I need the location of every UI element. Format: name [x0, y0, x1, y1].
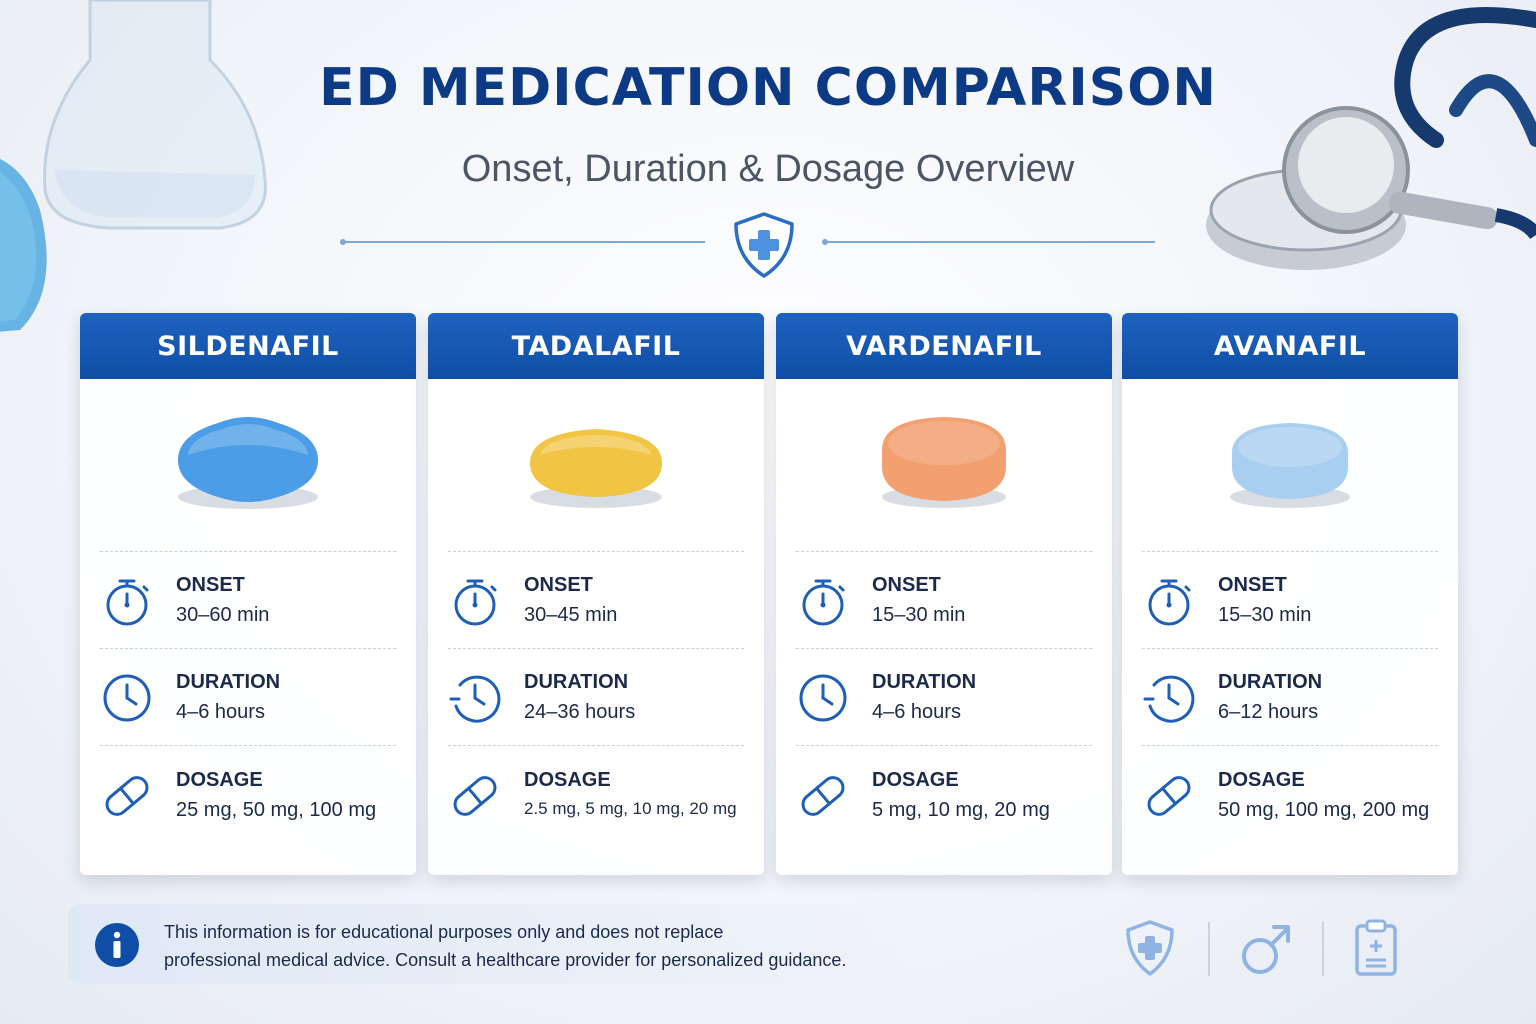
card-header: AVANAFIL: [1122, 313, 1458, 379]
capsule-icon: [105, 776, 149, 816]
disclaimer-line-1: This information is for educational purp…: [164, 922, 724, 942]
onset-value: 15–30 min: [1218, 604, 1312, 626]
onset-label: ONSET: [872, 574, 941, 596]
card-header: VARDENAFIL: [776, 313, 1112, 379]
blue-flask-decoration: [0, 158, 47, 332]
medication-card-sildenafil: SILDENAFIL ONSET 30–60 min DURATION 4–6 …: [80, 313, 416, 875]
card-header: SILDENAFIL: [80, 313, 416, 379]
clock-icon: [103, 674, 151, 722]
dosage-row: DOSAGE 25 mg, 50 mg, 100 mg: [94, 761, 406, 831]
onset-value: 30–60 min: [176, 604, 270, 626]
title-divider: [340, 212, 1155, 278]
dosage-row: DOSAGE 2.5 mg, 5 mg, 10 mg, 20 mg: [442, 761, 754, 831]
duration-label: DURATION: [176, 671, 281, 693]
page-title: ED MEDICATION COMPARISON: [319, 58, 1217, 118]
dosage-value: 5 mg, 10 mg, 20 mg: [872, 799, 1050, 821]
info-icon: [95, 923, 139, 967]
onset-row: ONSET 15–30 min: [1136, 566, 1448, 636]
dosage-label: DOSAGE: [176, 769, 263, 791]
stethoscope-decoration: [1206, 7, 1536, 270]
medication-card-avanafil: AVANAFIL ONSET 15–30 min DURATION 6–12 h…: [1122, 313, 1458, 875]
card-header: TADALAFIL: [428, 313, 764, 379]
medication-card-tadalafil: TADALAFIL ONSET 30–45 min DURATION 24–36…: [428, 313, 764, 875]
pill-image: [530, 429, 662, 508]
duration-label: DURATION: [872, 671, 977, 693]
duration-value: 4–6 hours: [872, 701, 961, 723]
dosage-label: DOSAGE: [524, 769, 611, 791]
onset-value: 30–45 min: [524, 604, 618, 626]
onset-label: ONSET: [524, 574, 593, 596]
stopwatch-icon: [1148, 579, 1191, 626]
pill-image: [1230, 423, 1350, 508]
disclaimer-text: This information is for educational purp…: [164, 918, 846, 974]
disclaimer-notice: This information is for educational purp…: [68, 904, 928, 984]
duration-row: DURATION 6–12 hours: [1136, 663, 1448, 733]
dosage-row: DOSAGE 5 mg, 10 mg, 20 mg: [790, 761, 1102, 831]
clipboard-icon: [1355, 919, 1397, 976]
glass-beaker-decoration: [43, 0, 267, 230]
capsule-icon: [1147, 776, 1191, 816]
clock-icon: [449, 675, 501, 723]
dosage-row: DOSAGE 50 mg, 100 mg, 200 mg: [1136, 761, 1448, 831]
onset-label: ONSET: [1218, 574, 1287, 596]
stopwatch-icon: [454, 579, 497, 626]
pill-image: [178, 417, 318, 509]
onset-row: ONSET 30–45 min: [442, 566, 754, 636]
disclaimer-line-2: professional medical advice. Consult a h…: [164, 950, 847, 970]
duration-value: 6–12 hours: [1218, 701, 1319, 723]
onset-row: ONSET 15–30 min: [790, 566, 1102, 636]
dosage-value: 2.5 mg, 5 mg, 10 mg, 20 mg: [524, 799, 737, 818]
onset-label: ONSET: [176, 574, 245, 596]
shield-plus-icon: [734, 212, 794, 278]
capsule-icon: [801, 776, 845, 816]
duration-row: DURATION 4–6 hours: [94, 663, 406, 733]
stopwatch-icon: [106, 579, 149, 626]
duration-row: DURATION 4–6 hours: [790, 663, 1102, 733]
male-symbol-icon: [1242, 925, 1290, 974]
duration-value: 24–36 hours: [524, 701, 636, 723]
duration-label: DURATION: [524, 671, 629, 693]
shield-plus-icon: [1126, 920, 1174, 976]
onset-row: ONSET 30–60 min: [94, 566, 406, 636]
duration-value: 4–6 hours: [176, 701, 265, 723]
stopwatch-icon: [802, 579, 845, 626]
duration-row: DURATION 24–36 hours: [442, 663, 754, 733]
medication-card-vardenafil: VARDENAFIL ONSET 15–30 min DURATION 4–6 …: [776, 313, 1112, 875]
dosage-value: 50 mg, 100 mg, 200 mg: [1218, 799, 1430, 821]
clock-icon: [1143, 675, 1195, 723]
duration-label: DURATION: [1218, 671, 1323, 693]
pill-image: [882, 417, 1006, 508]
dosage-value: 25 mg, 50 mg, 100 mg: [176, 799, 377, 821]
icon-separator: [1208, 922, 1210, 976]
clock-icon: [799, 674, 847, 722]
onset-value: 15–30 min: [872, 604, 966, 626]
capsule-icon: [453, 776, 497, 816]
page-subtitle: Onset, Duration & Dosage Overview: [461, 148, 1075, 190]
dosage-label: DOSAGE: [1218, 769, 1305, 791]
icon-separator: [1322, 922, 1324, 976]
dosage-label: DOSAGE: [872, 769, 959, 791]
